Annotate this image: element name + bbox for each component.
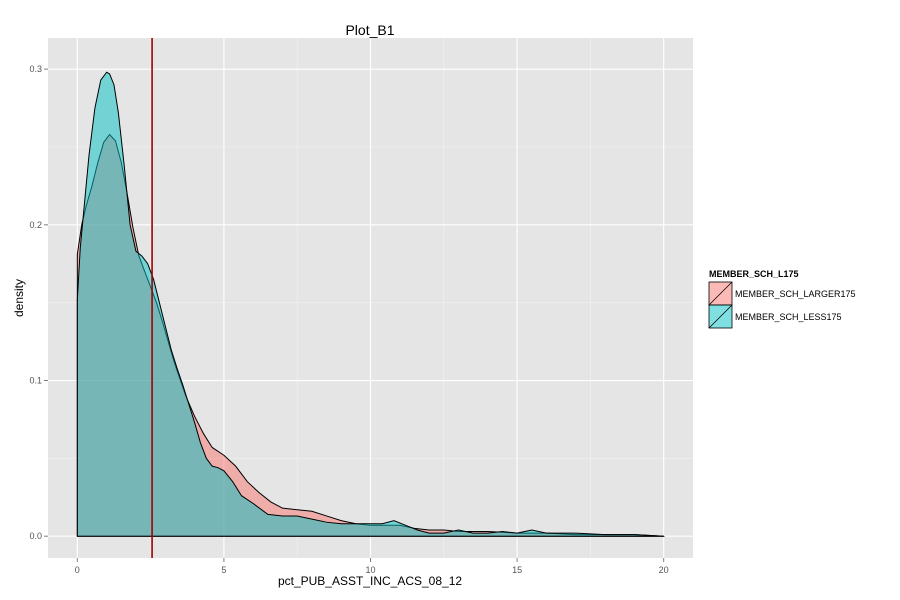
legend-key-line-less175 (708, 304, 733, 329)
density-areas (76, 71, 665, 537)
chart-title: Plot_B1 (345, 22, 394, 38)
legend-label-less175: MEMBER_SCH_LESS175 (735, 312, 842, 322)
y-tick-label: 0.0 (29, 531, 42, 541)
x-axis-ticks: 0 5 10 15 20 (75, 558, 669, 575)
legend-label-larger175: MEMBER_SCH_LARGER175 (735, 289, 856, 299)
legend-key-line-larger175 (708, 281, 733, 306)
y-axis-label: density (12, 279, 26, 317)
legend-keys (708, 281, 733, 329)
x-tick-label: 10 (365, 565, 375, 575)
legend: MEMBER_SCH_L175 MEMBER_SCH_LARGER175 MEM… (708, 269, 856, 329)
x-tick-label: 20 (659, 565, 669, 575)
y-tick-label: 0.3 (29, 64, 42, 74)
x-axis-label: pct_PUB_ASST_INC_ACS_08_12 (278, 574, 462, 588)
y-tick-label: 0.2 (29, 220, 42, 230)
x-tick-label: 5 (221, 565, 226, 575)
density-area-less175 (76, 71, 665, 537)
y-tick-label: 0.1 (29, 376, 42, 386)
x-tick-label: 15 (512, 565, 522, 575)
x-tick-label: 0 (75, 565, 80, 575)
y-axis-ticks: 0.0 0.1 0.2 0.3 (29, 64, 48, 541)
grid-major (48, 38, 693, 558)
legend-title: MEMBER_SCH_L175 (709, 269, 799, 279)
